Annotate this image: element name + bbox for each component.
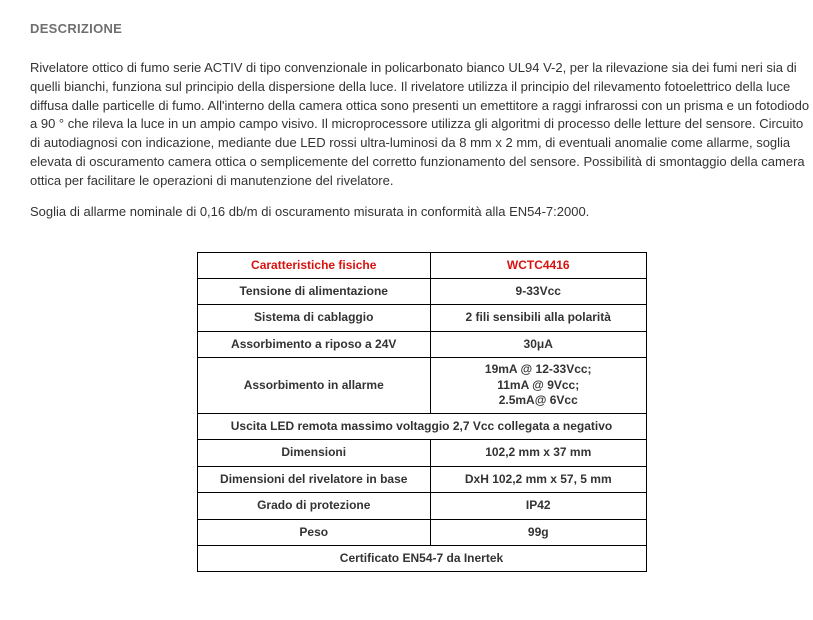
table-header-row: Caratteristiche fisicheWCTC4416 (197, 252, 646, 278)
description-paragraph-1: Rivelatore ottico di fumo serie ACTIV di… (30, 59, 813, 191)
spec-value: 9-33Vcc (430, 278, 646, 304)
table-row: Sistema di cablaggio2 fili sensibili all… (197, 305, 646, 331)
table-row: Dimensioni del rivelatore in baseDxH 102… (197, 466, 646, 492)
spec-value: IP42 (430, 493, 646, 519)
spec-value: 2 fili sensibili alla polarità (430, 305, 646, 331)
spec-value: 102,2 mm x 37 mm (430, 440, 646, 466)
spec-value: DxH 102,2 mm x 57, 5 mm (430, 466, 646, 492)
table-row: Uscita LED remota massimo voltaggio 2,7 … (197, 413, 646, 439)
spec-label: Sistema di cablaggio (197, 305, 430, 331)
table-header-right: WCTC4416 (430, 252, 646, 278)
spec-label: Tensione di alimentazione (197, 278, 430, 304)
spec-label: Grado di protezione (197, 493, 430, 519)
table-row: Tensione di alimentazione9-33Vcc (197, 278, 646, 304)
table-row: Grado di protezioneIP42 (197, 493, 646, 519)
table-header-left: Caratteristiche fisiche (197, 252, 430, 278)
description-paragraph-2: Soglia di allarme nominale di 0,16 db/m … (30, 203, 813, 222)
table-row: Assorbimento in allarme19mA @ 12-33Vcc;1… (197, 358, 646, 414)
spec-table-body: Caratteristiche fisicheWCTC4416Tensione … (197, 252, 646, 572)
spec-value: 30μA (430, 331, 646, 357)
spec-value: 19mA @ 12-33Vcc;11mA @ 9Vcc;2.5mA@ 6Vcc (430, 358, 646, 414)
spec-span: Certificato EN54-7 da Inertek (197, 545, 646, 571)
spec-value: 99g (430, 519, 646, 545)
spec-table: Caratteristiche fisicheWCTC4416Tensione … (197, 252, 647, 573)
section-title: DESCRIZIONE (30, 20, 813, 39)
table-row: Assorbimento a riposo a 24V30μA (197, 331, 646, 357)
spec-label: Assorbimento in allarme (197, 358, 430, 414)
table-row: Certificato EN54-7 da Inertek (197, 545, 646, 571)
spec-label: Dimensioni del rivelatore in base (197, 466, 430, 492)
spec-span: Uscita LED remota massimo voltaggio 2,7 … (197, 413, 646, 439)
spec-table-container: Caratteristiche fisicheWCTC4416Tensione … (30, 252, 813, 573)
spec-label: Dimensioni (197, 440, 430, 466)
table-row: Dimensioni102,2 mm x 37 mm (197, 440, 646, 466)
table-row: Peso99g (197, 519, 646, 545)
spec-label: Assorbimento a riposo a 24V (197, 331, 430, 357)
spec-label: Peso (197, 519, 430, 545)
